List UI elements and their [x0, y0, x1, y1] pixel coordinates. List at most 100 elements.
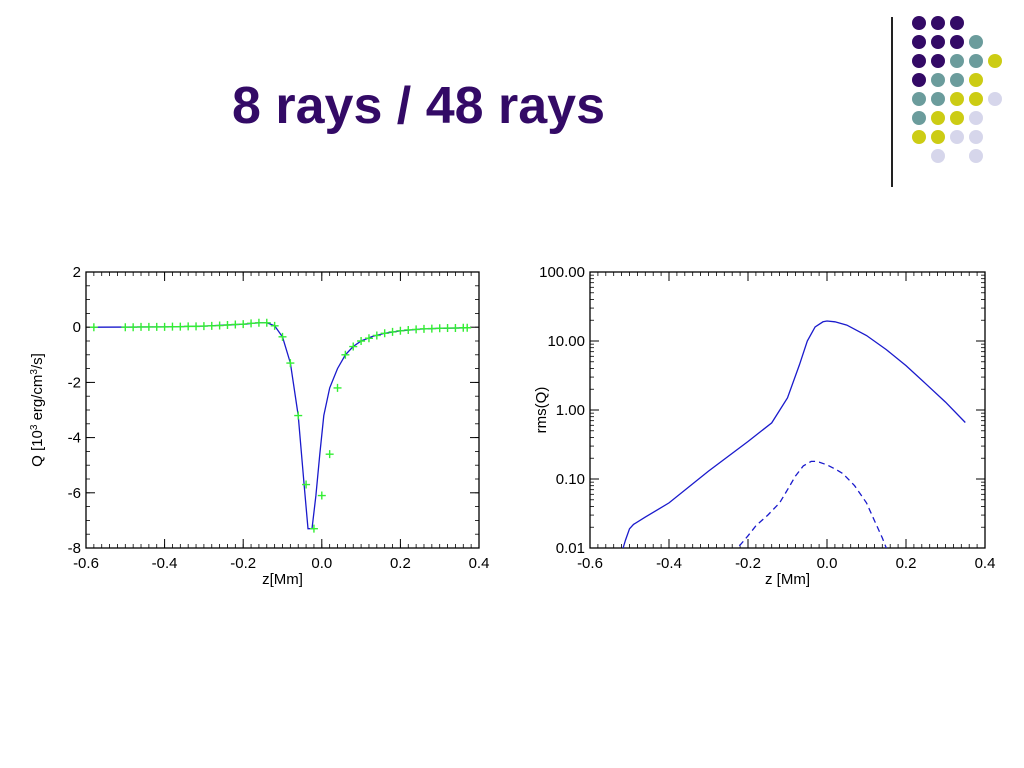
decor-dot [950, 111, 964, 125]
data-point-marker [372, 331, 381, 340]
data-point-marker [152, 322, 161, 331]
data-point-marker [129, 323, 138, 332]
data-point-marker [463, 323, 472, 332]
data-point-marker [254, 318, 263, 327]
decor-dot [912, 130, 926, 144]
data-point-marker [302, 480, 311, 489]
decorative-dot-grid [912, 16, 1002, 163]
data-point-marker [286, 359, 295, 368]
data-point-marker [89, 323, 98, 332]
y-axis-label: Q [103 erg/cm3/s] [29, 353, 47, 467]
decor-dot [931, 149, 945, 163]
x-tick-label: -0.2 [230, 555, 256, 572]
y-tick-label: 0 [73, 319, 81, 336]
x-tick-label: 0.2 [390, 555, 411, 572]
data-point-marker [160, 322, 169, 331]
decor-dot [912, 73, 926, 87]
x-tick-label: -0.4 [656, 555, 682, 572]
decor-dot [950, 16, 964, 30]
x-tick-label: -0.6 [577, 555, 603, 572]
decor-dot [969, 54, 983, 68]
data-point-marker [412, 325, 421, 334]
decor-dot [969, 130, 983, 144]
data-point-marker [404, 325, 413, 334]
data-point-marker [341, 350, 350, 359]
decor-dot [950, 92, 964, 106]
decor-dot [931, 130, 945, 144]
x-tick-label: 0.4 [975, 555, 996, 572]
y-tick-label: 1.00 [556, 402, 585, 419]
data-point-marker [231, 320, 240, 329]
decor-dot [950, 130, 964, 144]
data-point-marker [121, 323, 130, 332]
data-point-marker [349, 342, 358, 351]
x-axis-label: z [Mm] [765, 571, 810, 588]
data-point-marker [333, 383, 342, 392]
data-point-marker [207, 321, 216, 330]
decor-dot [931, 54, 945, 68]
data-point-marker [176, 322, 185, 331]
plot-frame [589, 271, 986, 549]
decor-dot [912, 16, 926, 30]
decor-dot [912, 92, 926, 106]
y-tick-label: -8 [68, 540, 81, 557]
data-point-marker [270, 321, 279, 330]
y-tick-label: -4 [68, 430, 81, 447]
data-point-marker [215, 321, 224, 330]
data-point-marker [317, 491, 326, 500]
data-point-marker [184, 322, 193, 331]
decor-dot [912, 54, 926, 68]
data-point-marker [278, 332, 287, 341]
y-tick-label: 100.00 [539, 264, 585, 281]
y-tick-label: -6 [68, 485, 81, 502]
x-axis-label: z[Mm] [262, 571, 303, 588]
data-point-marker [451, 324, 460, 333]
data-point-marker [396, 326, 405, 335]
decor-dot [969, 73, 983, 87]
decor-dot [969, 92, 983, 106]
data-point-marker [192, 322, 201, 331]
y-tick-label: 2 [73, 264, 81, 281]
decor-dot [912, 35, 926, 49]
decor-dot [931, 16, 945, 30]
data-point-marker [262, 318, 271, 327]
decor-dot [969, 35, 983, 49]
data-point-marker [199, 322, 208, 331]
decor-dot [931, 111, 945, 125]
x-tick-label: -0.4 [152, 555, 178, 572]
data-point-marker [443, 324, 452, 333]
y-tick-label: -2 [68, 374, 81, 391]
data-point-marker [137, 322, 146, 331]
series-line [622, 320, 966, 548]
data-point-marker [427, 324, 436, 333]
x-tick-label: 0.0 [311, 555, 332, 572]
decor-dot [931, 35, 945, 49]
data-point-marker [325, 450, 334, 459]
decor-dot [912, 111, 926, 125]
x-tick-label: 0.0 [817, 555, 838, 572]
decor-dot [950, 35, 964, 49]
y-axis-label: rms(Q) [533, 387, 550, 434]
decor-dot [988, 54, 1002, 68]
data-point-marker [419, 324, 428, 333]
data-point-marker [144, 322, 153, 331]
data-point-marker [247, 319, 256, 328]
data-point-marker [380, 329, 389, 338]
data-point-marker [309, 524, 318, 533]
y-tick-label: 0.10 [556, 471, 585, 488]
dashed-series-line [736, 460, 887, 548]
data-point-marker [223, 320, 232, 329]
decor-dot [969, 149, 983, 163]
data-point-marker [364, 334, 373, 343]
title-divider-line [891, 17, 893, 187]
decor-dot [950, 54, 964, 68]
decor-dot [931, 73, 945, 87]
y-tick-label: 0.01 [556, 540, 585, 557]
data-point-marker [357, 337, 366, 345]
slide-title: 8 rays / 48 rays [232, 77, 605, 135]
decor-dot [969, 111, 983, 125]
decor-dot [931, 92, 945, 106]
data-point-marker [435, 324, 444, 333]
